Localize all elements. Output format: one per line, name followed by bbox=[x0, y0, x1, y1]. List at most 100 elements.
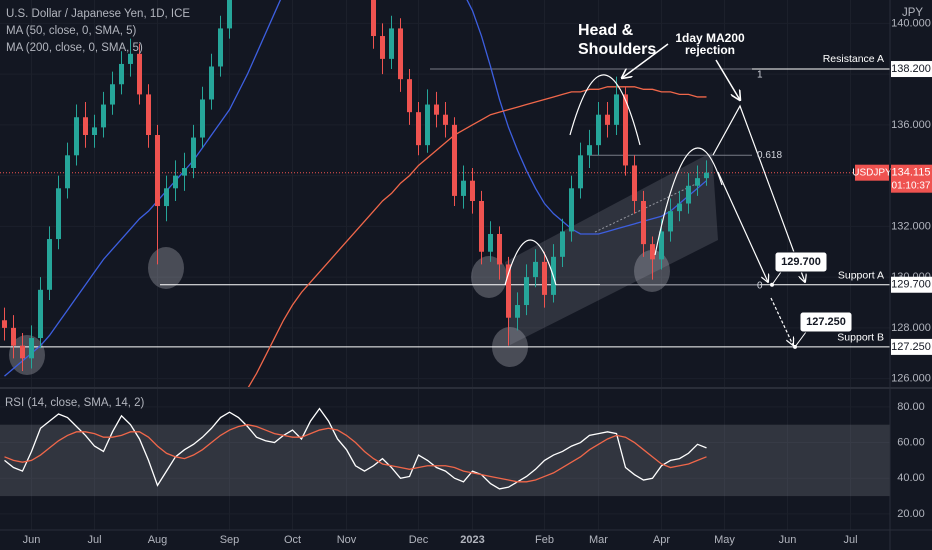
candle-body bbox=[470, 180, 475, 201]
candle-body bbox=[83, 117, 88, 136]
x-tick-label: Nov bbox=[337, 534, 357, 546]
right-shoulder bbox=[654, 147, 723, 256]
candle-body bbox=[668, 211, 673, 232]
x-tick-label: Aug bbox=[148, 534, 168, 546]
symbol-tag bbox=[855, 164, 889, 181]
x-tick-label: Jul bbox=[843, 534, 857, 546]
x-tick-label: Oct bbox=[284, 534, 301, 546]
candle-body bbox=[389, 28, 394, 59]
callout-box bbox=[774, 251, 828, 273]
candle-body bbox=[2, 320, 7, 328]
last-price-label: 134.115 bbox=[892, 167, 931, 179]
pointer-arrow bbox=[715, 59, 740, 100]
level-tag-label: 127.250 bbox=[891, 341, 931, 353]
countdown: 01:10:37 bbox=[892, 180, 931, 191]
candle-body bbox=[380, 36, 385, 59]
candle-body bbox=[407, 79, 412, 113]
level-name: Support B bbox=[837, 332, 884, 344]
symbol-label: USDJPY bbox=[852, 167, 892, 178]
rsi-title: RSI (14, close, SMA, 14, 2) bbox=[5, 397, 145, 409]
candle-body bbox=[65, 155, 70, 189]
line-series bbox=[4, 407, 707, 490]
callout-label: 127.250 bbox=[806, 316, 846, 328]
x-tick-label: Feb bbox=[535, 534, 554, 546]
candle-body bbox=[11, 327, 16, 346]
candle-body bbox=[182, 167, 187, 176]
annotation: Shoulders bbox=[578, 41, 656, 58]
candle-body bbox=[587, 145, 592, 156]
y-tick-label: 40.00 bbox=[897, 472, 925, 484]
candle-body bbox=[434, 104, 439, 115]
pivot-circle bbox=[471, 256, 507, 298]
level-tag-label: 138.200 bbox=[891, 63, 931, 75]
level-tag bbox=[891, 276, 932, 293]
callout-pointer bbox=[771, 271, 782, 286]
candle-body bbox=[533, 261, 538, 278]
level-tag-label: 129.700 bbox=[891, 279, 931, 291]
annotation: rejection bbox=[685, 43, 735, 57]
projection-arrow bbox=[712, 104, 805, 282]
pointer-arrow bbox=[622, 43, 669, 78]
legend-entry: MA (50, close, 0, SMA, 5) bbox=[6, 25, 137, 37]
annotation: 1day MA200 bbox=[675, 31, 745, 45]
candle-body bbox=[479, 200, 484, 252]
callout-label: 129.700 bbox=[781, 256, 821, 268]
x-tick-label: 2023 bbox=[460, 534, 484, 546]
fib-ratio: 0 bbox=[757, 280, 763, 291]
candle-body bbox=[110, 84, 115, 105]
y-tick-label: 128.000 bbox=[891, 322, 931, 334]
y-tick-label: 60.00 bbox=[897, 436, 925, 448]
candle-body bbox=[209, 66, 214, 100]
candle-body bbox=[200, 99, 205, 138]
candle-body bbox=[578, 155, 583, 189]
candle-body bbox=[515, 305, 520, 318]
candle-body bbox=[488, 233, 493, 252]
left-shoulder bbox=[504, 239, 557, 286]
level-name: Resistance A bbox=[823, 53, 884, 65]
candle-body bbox=[137, 53, 142, 95]
level-tag bbox=[891, 338, 932, 355]
fib-ratio: 0.618 bbox=[757, 150, 782, 161]
fib-ratio: 1 bbox=[757, 70, 763, 81]
candle-body bbox=[596, 114, 601, 146]
level-name: Support A bbox=[838, 270, 884, 282]
candle-body bbox=[29, 338, 34, 359]
projection-arrow bbox=[717, 171, 768, 282]
channel bbox=[505, 152, 718, 345]
grid bbox=[0, 0, 890, 530]
target-point bbox=[770, 282, 774, 287]
candle-body bbox=[101, 104, 106, 128]
y-tick-label: 20.00 bbox=[897, 508, 925, 520]
candle-body bbox=[56, 188, 61, 240]
candle-body bbox=[38, 289, 43, 339]
x-tick-label: Dec bbox=[409, 534, 429, 546]
labels: U.S. Dollar / Japanese Yen, 1D, ICE MA (… bbox=[5, 7, 932, 546]
y-tick-label: 80.00 bbox=[897, 401, 925, 413]
candle-body bbox=[632, 165, 637, 201]
x-tick-label: Jun bbox=[23, 534, 41, 546]
projection-arrow bbox=[770, 297, 793, 345]
y-tick-label: 126.000 bbox=[891, 373, 931, 385]
candle-body bbox=[191, 137, 196, 168]
channel-mid bbox=[594, 181, 701, 233]
x-tick-label: Jul bbox=[87, 534, 101, 546]
candle-body bbox=[425, 104, 430, 146]
candle-body bbox=[569, 188, 574, 232]
candle-body bbox=[659, 231, 664, 260]
candle-body bbox=[452, 124, 457, 196]
target-point bbox=[793, 344, 797, 349]
candle-body bbox=[173, 175, 178, 189]
candle-body bbox=[650, 244, 655, 260]
candle-body bbox=[614, 94, 619, 125]
last-price-tag bbox=[891, 164, 932, 193]
x-tick-label: Jun bbox=[779, 534, 797, 546]
candle-body bbox=[686, 185, 691, 204]
candle-body bbox=[542, 261, 547, 295]
candle-body bbox=[605, 114, 610, 125]
head bbox=[569, 74, 641, 146]
legend-entry: MA (200, close, 0, SMA, 5) bbox=[6, 42, 143, 54]
x-tick-label: May bbox=[714, 534, 735, 546]
